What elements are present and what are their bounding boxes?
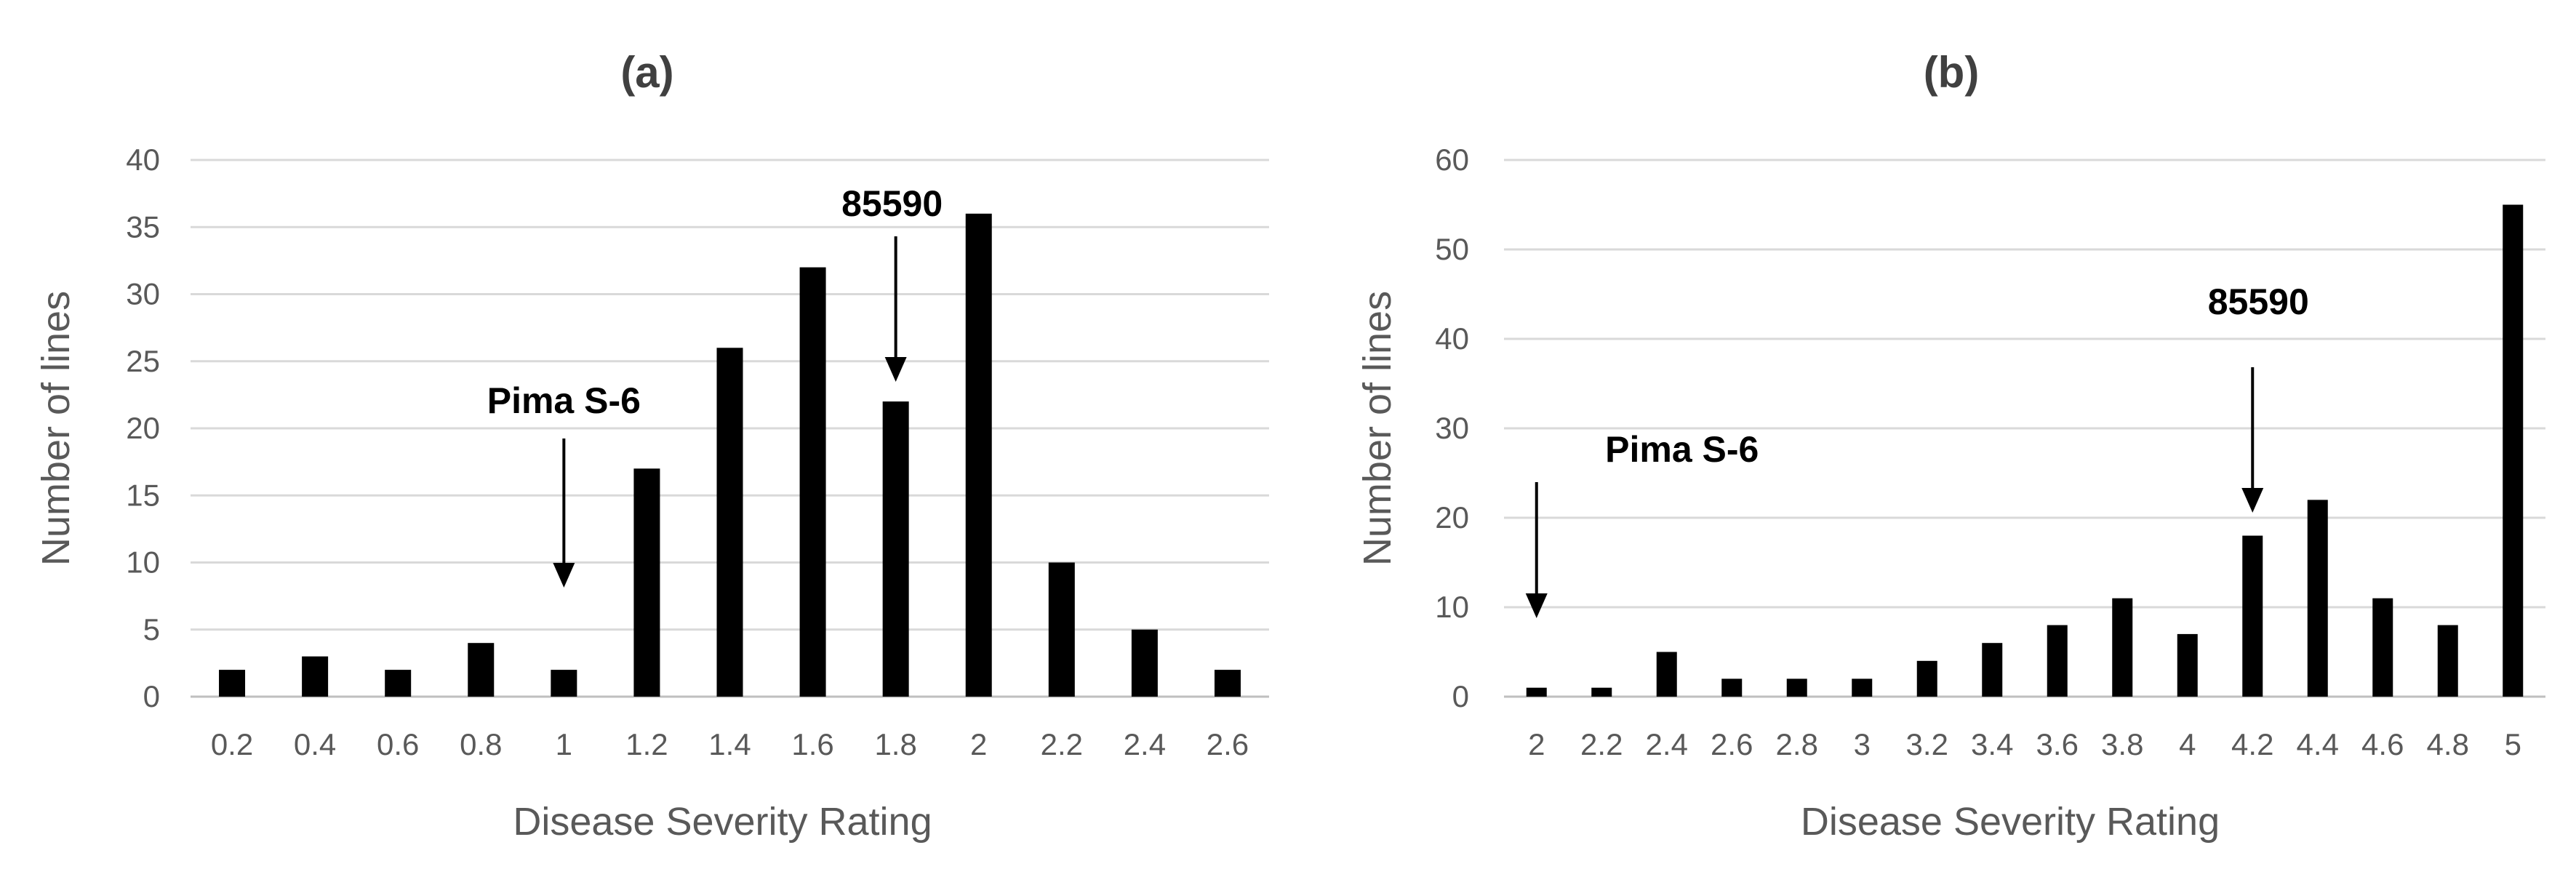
bar — [2437, 625, 2458, 697]
annotation-arrowhead — [884, 357, 907, 382]
chart-panel-a: (a) 0 5 10 15 20 25 30 35 40 0.2 0.4 0.6 0.8 1 1.2 1.4 1.… — [34, 48, 1269, 844]
bar — [468, 643, 495, 697]
bar — [1131, 629, 1158, 697]
x-tick-label: 4.2 — [2231, 727, 2273, 761]
y-tick-label: 25 — [126, 344, 160, 378]
x-tick-label: 2 — [1528, 727, 1545, 761]
y-tick-label: 30 — [126, 277, 160, 311]
x-tick-label: 0.4 — [294, 727, 336, 761]
chart-panel-b: (b) 0 10 20 30 40 50 60 2 2.2 2.4 2.6 2.8 3 3.2 3.4 3.6 3… — [1356, 48, 2545, 844]
bar — [385, 670, 412, 697]
x-tick-label: 2.2 — [1580, 727, 1623, 761]
bar — [1048, 562, 1075, 697]
bar — [716, 348, 743, 697]
y-tick-label: 60 — [1435, 143, 1469, 177]
bar — [2307, 500, 2328, 697]
annotation-arrowhead — [2241, 488, 2264, 513]
bar — [1982, 643, 2003, 697]
x-tick-label: 2.2 — [1041, 727, 1083, 761]
x-axis-title: Disease Severity Rating — [1801, 800, 2220, 844]
y-tick-label: 20 — [1435, 500, 1469, 534]
annotation-arrowhead — [1525, 593, 1548, 618]
bar — [219, 670, 246, 697]
x-tick-label: 1 — [556, 727, 572, 761]
bar — [799, 267, 826, 697]
bar — [1591, 687, 1612, 697]
y-tick-label: 40 — [126, 143, 160, 177]
y-tick-label: 15 — [126, 478, 160, 512]
bar — [2372, 598, 2393, 697]
x-axis-title: Disease Severity Rating — [513, 800, 932, 844]
bar — [1786, 678, 1807, 697]
x-tick-label: 4 — [2179, 727, 2196, 761]
x-tick-label: 1.2 — [625, 727, 668, 761]
annotation-label: Pima S-6 — [1605, 429, 1759, 470]
y-tick-label: 5 — [143, 612, 160, 646]
x-tick-label: 2.6 — [1711, 727, 1753, 761]
bar — [633, 468, 660, 697]
annotation-label: Pima S-6 — [487, 380, 641, 421]
chart-title: (b) — [1924, 48, 1980, 97]
x-tick-label: 3.6 — [2036, 727, 2079, 761]
annotation-label: 85590 — [2208, 281, 2309, 322]
x-tick-label: 1.8 — [874, 727, 916, 761]
y-tick-label: 50 — [1435, 232, 1469, 266]
y-tick-label: 10 — [1435, 590, 1469, 624]
x-tick-label: 3.8 — [2101, 727, 2143, 761]
x-tick-label: 4.6 — [2361, 727, 2404, 761]
x-tick-label: 0.8 — [460, 727, 502, 761]
bar — [1656, 652, 1677, 697]
x-tick-label: 0.2 — [211, 727, 253, 761]
y-tick-label: 20 — [126, 411, 160, 445]
y-tick-label: 0 — [1452, 679, 1469, 713]
y-tick-label: 30 — [1435, 411, 1469, 445]
x-tick-label: 1.6 — [791, 727, 833, 761]
bar — [2112, 598, 2133, 697]
x-tick-label: 3.4 — [1971, 727, 2013, 761]
bar — [1214, 670, 1241, 697]
bar — [1852, 678, 1873, 697]
bar — [551, 670, 577, 697]
bar — [1721, 678, 1743, 697]
x-tick-label: 5 — [2505, 727, 2521, 761]
x-tick-label: 2.4 — [1646, 727, 1688, 761]
bar — [965, 213, 992, 697]
annotation-arrowhead — [553, 563, 575, 588]
bar — [1916, 660, 1937, 697]
bar — [2047, 625, 2068, 697]
x-tick-label: 2.6 — [1207, 727, 1249, 761]
y-tick-label: 35 — [126, 209, 160, 244]
bar — [1526, 687, 1547, 697]
bar — [2242, 535, 2263, 697]
x-tick-label: 3.2 — [1906, 727, 1948, 761]
x-tick-label: 2.8 — [1776, 727, 1818, 761]
bar — [2503, 204, 2524, 697]
x-tick-label: 2 — [970, 727, 987, 761]
chart-title: (a) — [620, 48, 673, 97]
x-tick-label: 2.4 — [1124, 727, 1166, 761]
bar — [882, 401, 909, 697]
bar — [2177, 633, 2198, 697]
annotation-label: 85590 — [841, 183, 943, 224]
y-tick-label: 0 — [143, 679, 160, 713]
x-tick-label: 4.4 — [2297, 727, 2339, 761]
y-axis-title: Number of lines — [1356, 291, 1399, 566]
x-tick-label: 0.6 — [377, 727, 419, 761]
y-tick-label: 10 — [126, 545, 160, 580]
y-tick-label: 40 — [1435, 321, 1469, 356]
x-tick-label: 4.8 — [2427, 727, 2469, 761]
y-axis-title: Number of lines — [34, 291, 78, 566]
x-tick-label: 3 — [1854, 727, 1871, 761]
bar — [302, 656, 329, 697]
x-tick-label: 1.4 — [708, 727, 751, 761]
